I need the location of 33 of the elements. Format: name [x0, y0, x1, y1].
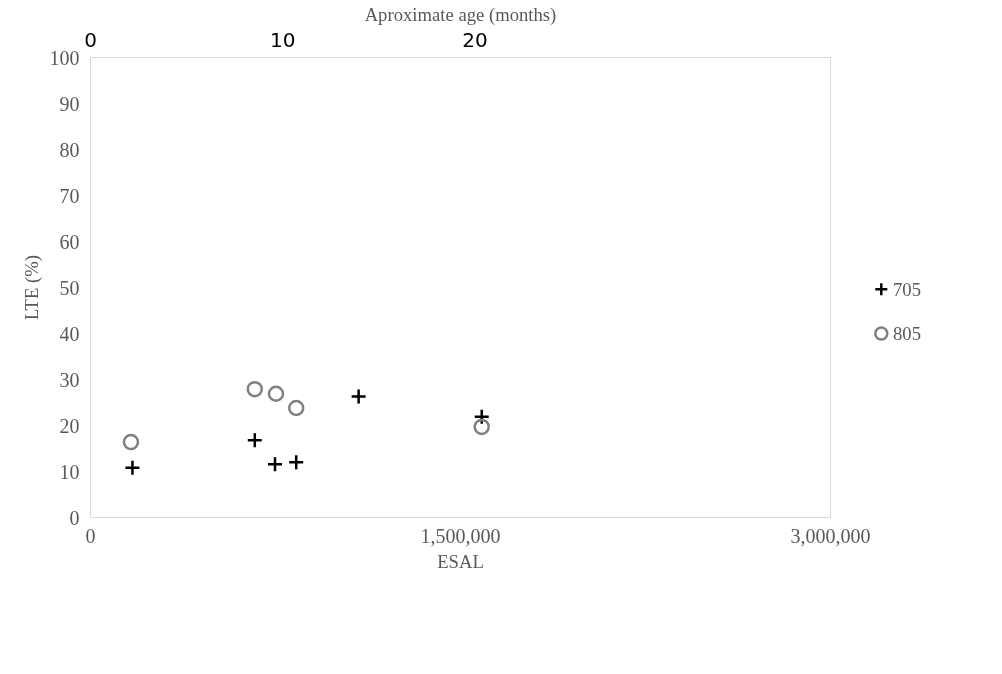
- y-tick-label: 50: [59, 276, 80, 299]
- x-tick-label: 1,500,000: [420, 524, 501, 547]
- point: [124, 459, 141, 477]
- y-tick-label: 100: [49, 46, 80, 69]
- x2-tick-label: 0: [84, 27, 97, 52]
- point: [350, 388, 367, 405]
- y-tick-label: 10: [59, 460, 80, 483]
- y-tick-label: 20: [59, 414, 80, 437]
- point: [266, 455, 284, 473]
- point: [267, 385, 285, 402]
- legend-label: 805: [893, 323, 921, 345]
- y-tick-label: 70: [59, 184, 80, 207]
- point: [473, 408, 490, 426]
- y-tick-label: 40: [59, 322, 80, 345]
- y-tick-label: 60: [59, 230, 80, 253]
- point: [122, 433, 140, 451]
- y-tick-label: 90: [59, 92, 80, 115]
- x2-tick-label: 20: [462, 27, 488, 52]
- point: [473, 418, 490, 436]
- x2-tick-label: 10: [269, 27, 296, 52]
- point: [246, 380, 264, 398]
- x-tick-label: 3,000,000: [790, 524, 871, 547]
- y-tick-label: 0: [69, 506, 80, 529]
- point: [287, 399, 305, 417]
- x-tick-label: 0: [85, 524, 96, 547]
- x2-axis-title: Aproximate age (months): [364, 3, 557, 26]
- point: [246, 431, 264, 449]
- point: [287, 454, 305, 471]
- legend-label: 705: [893, 278, 921, 300]
- x-axis-title: ESAL: [437, 550, 484, 572]
- y-tick-label: 80: [59, 138, 80, 161]
- y-tick-label: 30: [59, 368, 80, 391]
- y-axis-title: LTE (%): [20, 254, 43, 321]
